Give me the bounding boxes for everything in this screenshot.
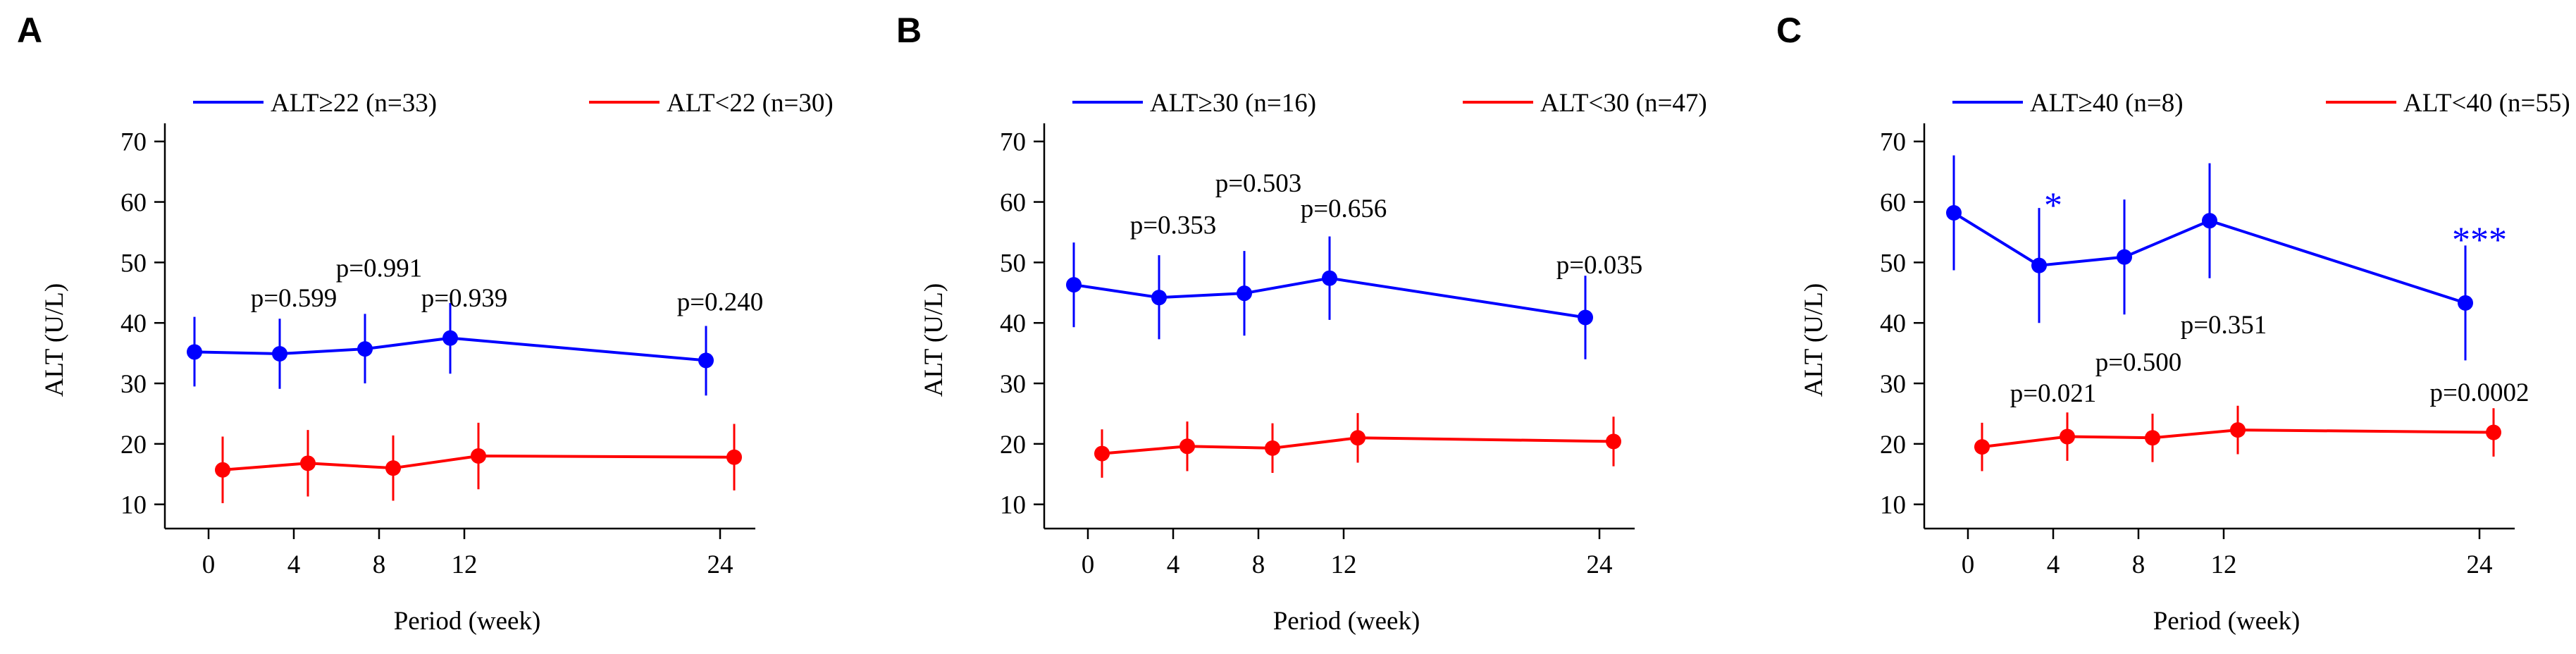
x-tick-label: 4 [2047,550,2060,579]
p-value-label: p=0.021 [2010,379,2097,408]
x-tick-label: 12 [2211,550,2237,579]
y-tick-label: 70 [120,128,147,157]
data-point [300,455,316,471]
p-value-label: p=0.503 [1215,169,1302,198]
y-tick-label: 60 [1880,189,1906,218]
data-point [698,352,714,369]
x-tick-label: 12 [452,550,478,579]
data-point [2458,295,2473,311]
data-point [2117,249,2132,265]
x-tick-label: 8 [2132,550,2145,579]
data-point [1946,205,1962,221]
data-point [1578,309,1593,326]
data-point [187,344,202,360]
data-point [2230,422,2246,438]
x-tick-label: 24 [2467,550,2493,579]
y-tick-label: 20 [1000,431,1026,459]
y-tick-label: 30 [1000,370,1026,399]
y-tick-label: 20 [120,431,147,459]
data-point [2486,424,2501,440]
panel-label: C [1776,11,1802,50]
chart-panel-a: A 10 20 30 40 50 60 70 0 4 8 12 24 Period (week) ALT (… [17,11,834,636]
y-tick-label: 70 [1880,128,1906,157]
data-point [1179,438,1195,455]
significance-marker: * [2044,186,2062,226]
p-value-label: p=0.353 [1130,211,1217,240]
chart-panel-c: C 10 20 30 40 50 60 70 0 4 8 12 24 Period (week) ALT (… [1776,11,2570,636]
chart-panel-b: B 10 20 30 40 50 60 70 0 4 8 12 24 Period (week) ALT (… [896,11,1707,636]
y-tick-label: 10 [120,491,147,520]
data-point [2145,430,2160,446]
x-axis-title: Period (week) [1273,607,1420,636]
x-tick-label: 0 [1082,550,1095,579]
y-tick-label: 70 [1000,128,1026,157]
significance-marker: *** [2452,220,2507,260]
data-point [272,345,287,362]
legend-label: ALT<30 (n=47) [1540,89,1707,118]
p-value-label: p=0.500 [2095,348,2182,377]
x-tick-label: 0 [202,550,216,579]
x-axis-title: Period (week) [394,607,541,636]
data-point [2031,257,2047,273]
data-point [1974,439,1990,455]
data-point [2202,213,2217,229]
data-point [2060,428,2075,445]
y-tick-label: 10 [1000,491,1026,520]
y-tick-label: 40 [120,309,147,338]
y-tick-label: 50 [1880,249,1906,278]
y-tick-label: 40 [1880,309,1906,338]
y-tick-label: 50 [1000,249,1026,278]
y-tick-label: 50 [120,249,147,278]
y-tick-label: 10 [1880,491,1906,520]
p-value-label: p=0.240 [677,288,764,316]
legend-label: ALT<22 (n=30) [667,89,834,118]
legend-label: ALT≥22 (n=33) [271,89,437,118]
p-value-label: p=0.599 [251,284,338,313]
x-tick-label: 24 [1587,550,1613,579]
legend-label: ALT≥40 (n=8) [2030,89,2184,118]
y-tick-label: 20 [1880,431,1906,459]
data-point [1322,270,1337,286]
x-tick-label: 0 [1962,550,1975,579]
y-tick-label: 60 [1000,189,1026,218]
p-value-label: p=0.656 [1301,195,1387,223]
y-tick-label: 30 [1880,370,1906,399]
x-tick-label: 12 [1331,550,1357,579]
x-tick-label: 24 [707,550,733,579]
y-tick-label: 30 [120,370,147,399]
x-tick-label: 8 [373,550,386,579]
data-point [726,449,742,465]
panel-label: B [896,11,922,50]
legend-label: ALT<40 (n=55) [2403,89,2570,118]
y-axis-title: ALT (U/L) [919,283,948,397]
p-value-label: p=0.0002 [2429,378,2529,407]
data-point [1151,290,1167,306]
data-point [1606,433,1621,450]
data-point [385,460,401,476]
data-point [215,462,230,478]
data-point [1237,285,1252,302]
data-point [1350,430,1366,446]
x-axis-title: Period (week) [2153,607,2301,636]
p-value-label: p=0.035 [1556,251,1643,280]
data-point [1066,277,1082,293]
p-value-label: p=0.991 [336,254,423,283]
data-point [442,330,458,346]
x-tick-label: 8 [1252,550,1265,579]
x-tick-label: 4 [1167,550,1180,579]
y-axis-title: ALT (U/L) [1800,283,1828,397]
data-point [357,341,373,357]
p-value-label: p=0.939 [421,284,508,313]
y-axis-title: ALT (U/L) [40,283,69,397]
legend-label: ALT≥30 (n=16) [1150,89,1316,118]
data-point [1094,445,1110,462]
x-tick-label: 4 [287,550,301,579]
y-tick-label: 40 [1000,309,1026,338]
data-point [471,448,486,464]
data-point [1265,440,1280,456]
panel-label: A [17,11,42,50]
p-value-label: p=0.351 [2181,311,2267,340]
y-tick-label: 60 [120,189,147,218]
